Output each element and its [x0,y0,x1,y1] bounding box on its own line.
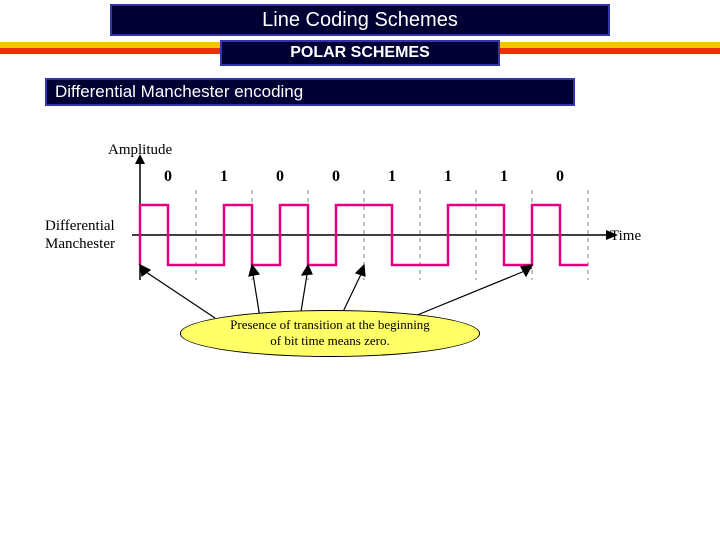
callout-line1: Presence of transition at the beginning [230,317,430,332]
title-main: Line Coding Schemes [110,4,610,36]
title-sub: POLAR SCHEMES [220,40,500,66]
diagram-svg [50,150,670,400]
diagram-area: Amplitude Time Differential Manchester 0… [50,150,670,400]
title-heading: Differential Manchester encoding [45,78,575,106]
callout-box: Presence of transition at the beginning … [180,310,480,357]
callout-line2: of bit time means zero. [270,333,390,348]
